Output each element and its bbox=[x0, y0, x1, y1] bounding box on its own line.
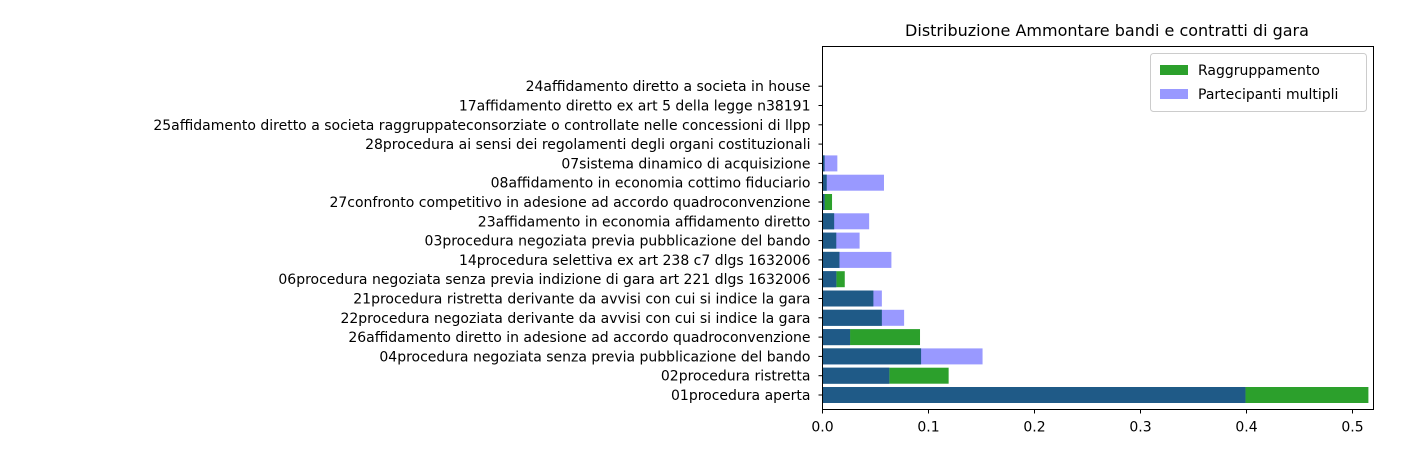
y-tick-label-7: 06procedura negoziata senza previa indiz… bbox=[278, 272, 810, 288]
x-tick-label-4: 0.4 bbox=[1235, 420, 1257, 436]
bar-overlap-9 bbox=[822, 232, 837, 249]
legend-swatch-raggruppamento bbox=[1160, 65, 1188, 75]
bar-overlap-6 bbox=[822, 290, 874, 307]
y-tick-label-13: 07sistema dinamico di acquisizione bbox=[561, 156, 810, 172]
legend-label-partecipanti-multipli: Partecipanti multipli bbox=[1198, 87, 1338, 103]
y-tick-label-10: 23affidamento in economia affidamento di… bbox=[478, 214, 811, 230]
bar-overlap-10 bbox=[822, 213, 835, 230]
x-tick-label-2: 0.2 bbox=[1023, 420, 1045, 436]
y-tick-label-6: 21procedura ristretta derivante da avvis… bbox=[353, 292, 810, 308]
bar-overlap-4 bbox=[822, 329, 851, 346]
y-tick-label-15: 25affidamento diretto a societa raggrupp… bbox=[153, 118, 810, 134]
y-tick-label-17: 24affidamento diretto a societa in house bbox=[526, 79, 811, 95]
bars-group bbox=[822, 155, 1369, 403]
y-tick-label-16: 17affidamento diretto ex art 5 della leg… bbox=[459, 99, 811, 115]
y-tick-label-2: 02procedura ristretta bbox=[661, 369, 811, 385]
y-tick-labels: 01procedura aperta 02procedura ristretta 0… bbox=[153, 79, 823, 404]
bar-partecipanti-multipli-10 bbox=[822, 213, 870, 230]
x-tick-label-1: 0.1 bbox=[917, 420, 939, 436]
legend: Raggruppamento Partecipanti multipli bbox=[1150, 53, 1367, 112]
plot-area-frame bbox=[822, 46, 1374, 410]
bar-partecipanti-multipli-8 bbox=[822, 251, 892, 268]
bar-raggruppamento-11 bbox=[822, 194, 833, 210]
y-tick-label-1: 01procedura aperta bbox=[671, 388, 810, 404]
y-tick-label-8: 14procedura selettiva ex art 238 c7 dlgs… bbox=[459, 253, 811, 269]
x-tick-label-0: 0.0 bbox=[811, 420, 833, 436]
legend-label-raggruppamento: Raggruppamento bbox=[1198, 63, 1320, 79]
y-tick-label-11: 27confronto competitivo in adesione ad a… bbox=[329, 195, 810, 211]
bar-overlap-11 bbox=[822, 194, 825, 210]
y-tick-label-14: 28procedura ai sensi dei regolamenti deg… bbox=[365, 137, 810, 153]
bar-overlap-5 bbox=[822, 309, 882, 326]
x-ticks: 0.0 0.1 0.2 0.3 0.4 0.5 bbox=[811, 409, 1364, 436]
y-tick-label-5: 22procedura negoziata derivante da avvis… bbox=[340, 311, 810, 327]
bar-overlap-1 bbox=[822, 387, 1246, 403]
bar-overlap-13 bbox=[822, 155, 825, 172]
bar-overlap-12 bbox=[822, 174, 827, 191]
bar-partecipanti-multipli-12 bbox=[822, 174, 884, 191]
bar-overlap-3 bbox=[822, 348, 922, 365]
y-tick-label-12: 08affidamento in economia cottimo fiduci… bbox=[491, 176, 811, 192]
y-tick-label-3: 04procedura negoziata senza previa pubbl… bbox=[379, 349, 810, 365]
chart-title: Distribuzione Ammontare bandi e contratt… bbox=[905, 21, 1309, 40]
legend-swatch-partecipanti-multipli bbox=[1160, 89, 1188, 99]
x-tick-label-5: 0.5 bbox=[1341, 420, 1363, 436]
x-tick-label-3: 0.3 bbox=[1129, 420, 1151, 436]
y-tick-label-4: 26affidamento diretto in adesione ad acc… bbox=[348, 330, 810, 346]
bar-partecipanti-multipli-13 bbox=[822, 155, 838, 172]
bar-overlap-8 bbox=[822, 251, 840, 268]
bar-overlap-7 bbox=[822, 271, 837, 288]
legend-box bbox=[1150, 53, 1367, 112]
bar-overlap-2 bbox=[822, 367, 890, 384]
y-tick-label-9: 03procedura negoziata previa pubblicazio… bbox=[425, 234, 811, 250]
